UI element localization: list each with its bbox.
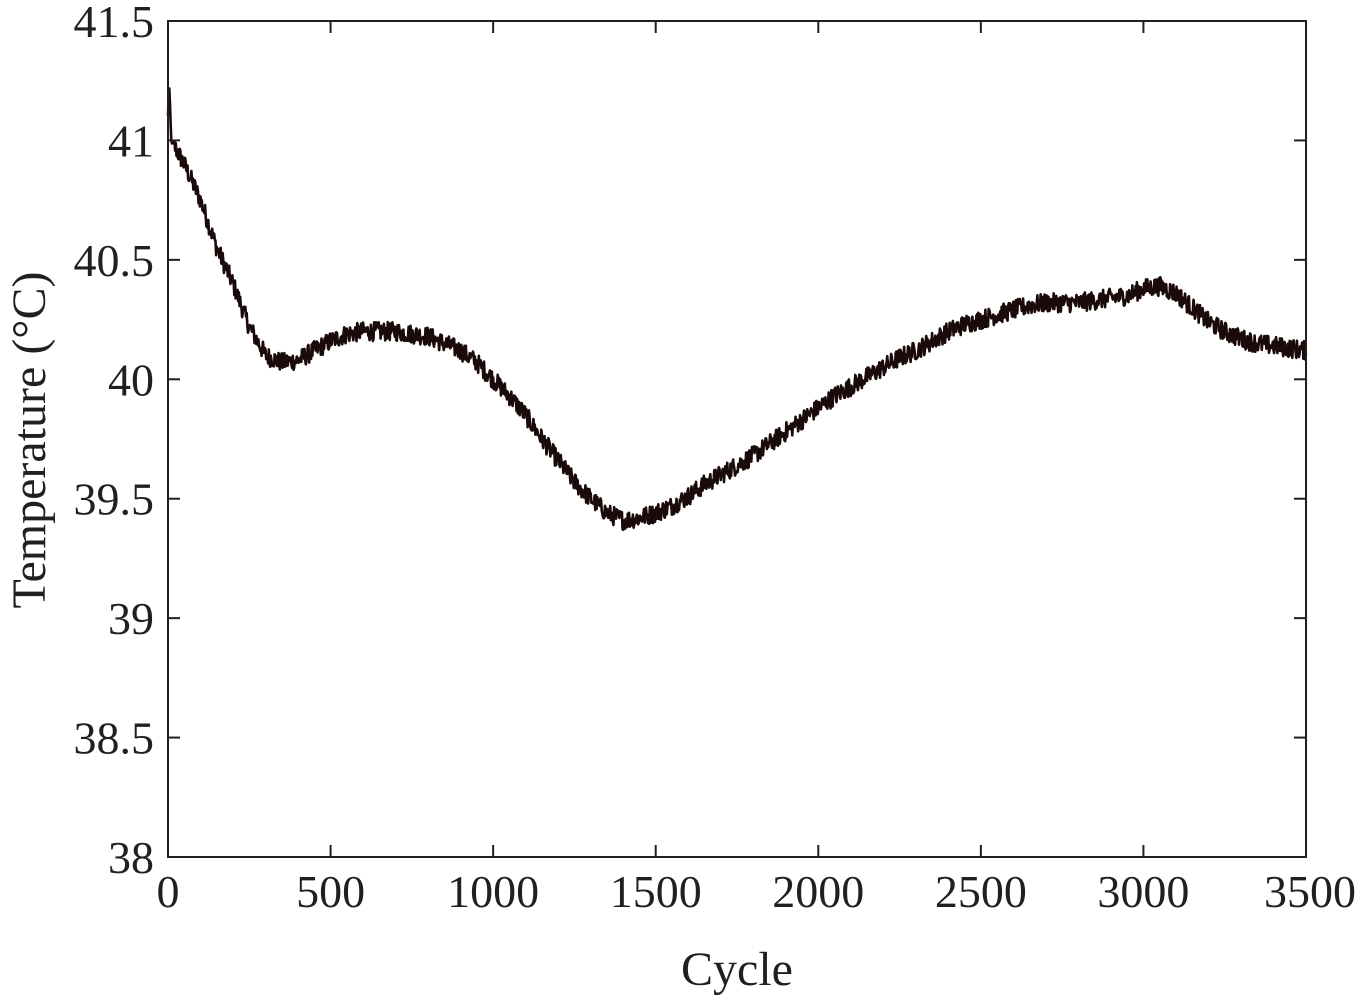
- plot-area: [166, 87, 1308, 532]
- y-tick-label: 38: [108, 832, 154, 883]
- x-tick-label: 1500: [610, 866, 702, 917]
- x-axis-ticks: 0 500 1000 1500 2000 2500 3000 3500: [157, 21, 1356, 917]
- x-tick-label: 500: [296, 866, 365, 917]
- y-tick-label: 40.5: [74, 235, 155, 286]
- y-tick-label: 38.5: [74, 713, 155, 764]
- x-tick-label: 0: [157, 866, 180, 917]
- x-tick-label: 2000: [772, 866, 864, 917]
- y-tick-label: 39.5: [74, 474, 155, 525]
- y-tick-label: 41.5: [74, 0, 155, 47]
- temperature-series-line: [166, 87, 1308, 532]
- y-tick-label: 40: [108, 354, 154, 405]
- y-axis-ticks: 38 38.5 39 39.5 40 40.5 41 41.5: [74, 0, 1306, 883]
- x-tick-label: 1000: [447, 866, 539, 917]
- x-tick-label: 3000: [1097, 866, 1189, 917]
- x-axis-title: Cycle: [681, 943, 793, 996]
- y-axis-title: Temperature (°C): [3, 271, 56, 608]
- x-tick-label: 3500: [1264, 866, 1356, 917]
- x-tick-label: 2500: [935, 866, 1027, 917]
- y-tick-label: 41: [108, 115, 154, 166]
- y-tick-label: 39: [108, 593, 154, 644]
- plot-frame: [167, 20, 1307, 858]
